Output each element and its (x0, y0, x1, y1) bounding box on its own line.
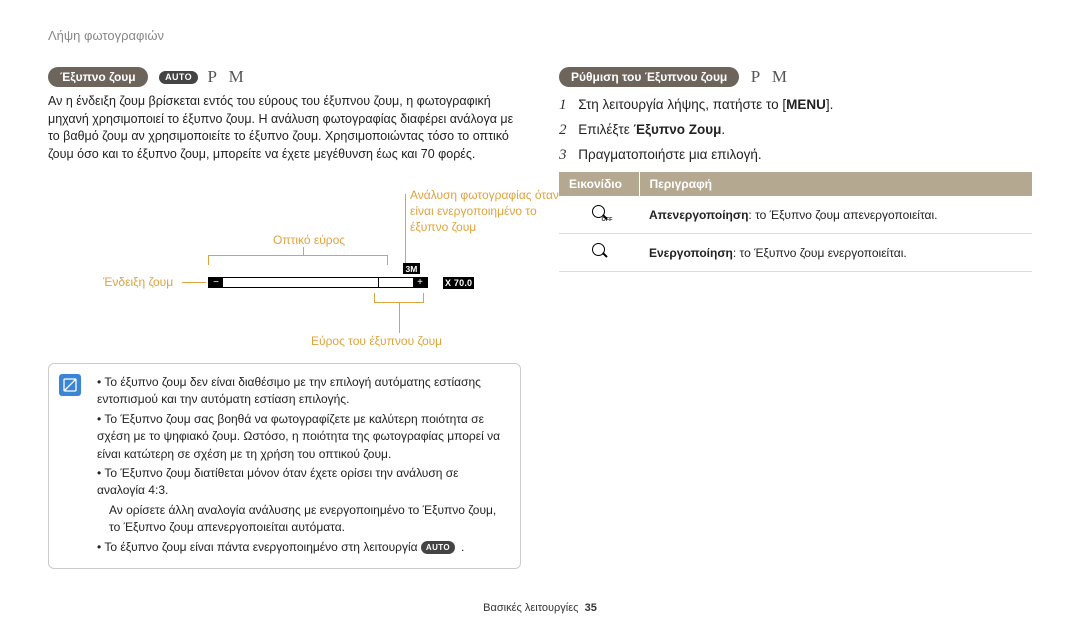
zoom-factor-badge: X 70.0 (443, 277, 474, 289)
resolution-badge: 3M (403, 263, 420, 274)
zoom-plus-icon: + (413, 278, 427, 287)
auto-badge-inline: AUTO (421, 541, 455, 555)
step-1: 1 Στη λειτουργία λήψης, πατήστε το [MENU… (559, 97, 1032, 114)
note-icon (59, 374, 81, 396)
step-2: 2 Επιλέξτε Έξυπνο Ζουμ. (559, 122, 1032, 139)
zoom-optical-segment (223, 278, 378, 287)
analysis-label: Ανάλυση φωτογραφίας όταν είναι ενεργοποι… (410, 187, 570, 236)
smart-bracket (374, 293, 424, 303)
setting-pill: Ρύθμιση του Έξυπνου ζουμ (559, 67, 739, 87)
auto-badge: AUTO (159, 71, 198, 84)
note-item-3: Το Έξυπνο ζουμ διατίθεται μόνον όταν έχε… (97, 465, 508, 500)
th-icon: Εικονίδιο (559, 172, 639, 196)
menu-label: MENU (786, 97, 826, 112)
zoom-bar: − + (208, 277, 428, 288)
smart-range-label: Εύρος του έξυπνου ζουμ (311, 334, 442, 348)
zoom-diagram: Οπτικό εύρος Ανάλυση φωτογραφίας όταν εί… (48, 177, 521, 357)
intro-paragraph: Αν η ένδειξη ζουμ βρίσκεται εντός του εύ… (48, 93, 521, 163)
optical-leader (303, 247, 304, 255)
note-item-4: Το έξυπνο ζουμ είναι πάντα ενεργοποιημέν… (97, 539, 508, 556)
mode-letters-right: P M (751, 67, 791, 86)
left-column: Έξυπνο ζουμ AUTO P M Αν η ένδειξη ζουμ β… (48, 67, 521, 569)
step-3: 3 Πραγματοποιήστε μια επιλογή. (559, 147, 1032, 164)
analysis-leader (405, 194, 406, 263)
zoom-on-icon (590, 242, 608, 260)
mode-letters-left: P M (208, 67, 248, 86)
optical-bracket (208, 255, 388, 265)
zoom-minus-icon: − (209, 278, 223, 287)
indicator-leader (182, 282, 206, 283)
note-item-1: Το έξυπνο ζουμ δεν είναι διαθέσιμο με τη… (97, 374, 508, 409)
table-row-off: OFF Απενεργοποίηση: το Έξυπνο ζουμ απενε… (559, 196, 1032, 234)
note-box: Το έξυπνο ζουμ δεν είναι διαθέσιμο με τη… (48, 363, 521, 569)
table-row-on: Ενεργοποίηση: το Έξυπνο ζουμ ενεργοποιεί… (559, 234, 1032, 272)
zoom-off-icon: OFF (590, 204, 608, 222)
indicator-label: Ένδειξη ζουμ (103, 275, 173, 289)
page-footer: Βασικές λειτουργίες 35 (0, 602, 1080, 614)
right-column: Ρύθμιση του Έξυπνου ζουμ P M 1 Στη λειτο… (559, 67, 1032, 569)
th-desc: Περιγραφή (639, 172, 1032, 196)
breadcrumb: Λήψη φωτογραφιών (48, 28, 1032, 43)
zoom-smart-segment (378, 278, 413, 287)
note-item-2: Το Έξυπνο ζουμ σας βοηθά να φωτογραφίζετ… (97, 411, 508, 463)
smart-leader (399, 303, 400, 333)
smart-zoom-pill: Έξυπνο ζουμ (48, 67, 148, 87)
note-item-3-sub: Αν ορίσετε άλλη αναλογία ανάλυσης με ενε… (97, 502, 508, 537)
icon-table: Εικονίδιο Περιγραφή OFF Απενεργοποίηση: … (559, 172, 1032, 272)
optical-label: Οπτικό εύρος (273, 233, 345, 247)
